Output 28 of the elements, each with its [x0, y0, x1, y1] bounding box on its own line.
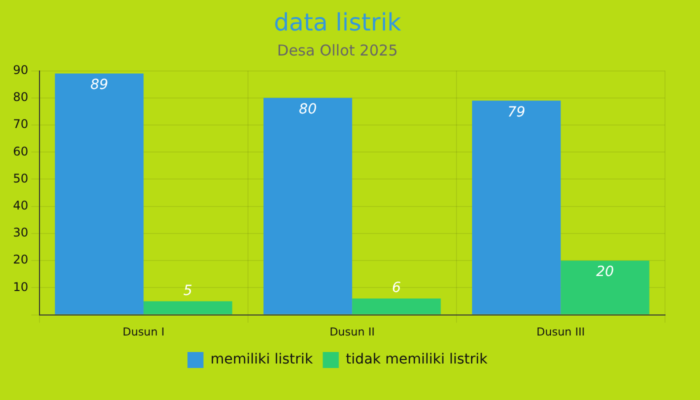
y-tick-label: 50	[12, 171, 28, 186]
y-tick-label: 90	[12, 62, 28, 77]
data-label: 79	[507, 104, 526, 120]
y-tick-label: 10	[12, 280, 28, 294]
x-tick-label: Dusun II	[330, 325, 375, 338]
legend-label: memiliki listrik	[210, 352, 314, 368]
y-tick-label: 20	[12, 252, 28, 267]
y-tick-label: 30	[12, 226, 28, 240]
bar	[263, 98, 352, 314]
y-tick-label: 60	[12, 144, 28, 158]
data-label: 6	[392, 280, 401, 296]
data-label: 20	[596, 264, 614, 280]
y-tick-label: 40	[12, 198, 28, 212]
chart-title: data listrik	[274, 8, 402, 37]
data-label: 80	[298, 102, 317, 118]
legend-label: tidak memiliki listrik	[346, 352, 488, 368]
bar	[144, 301, 232, 314]
y-tick-label: 70	[12, 117, 28, 132]
x-tick-label: Dusun I	[122, 325, 164, 338]
chart-subtitle: Desa Ollot 2025	[277, 42, 398, 60]
x-tick-label: Dusun III	[536, 325, 585, 338]
bar	[472, 100, 561, 314]
bar	[352, 298, 441, 314]
y-tick-label: 80	[12, 90, 28, 104]
bar	[54, 74, 144, 314]
data-label: 89	[90, 77, 108, 94]
data-label: 5	[183, 282, 192, 299]
bar	[560, 260, 650, 314]
